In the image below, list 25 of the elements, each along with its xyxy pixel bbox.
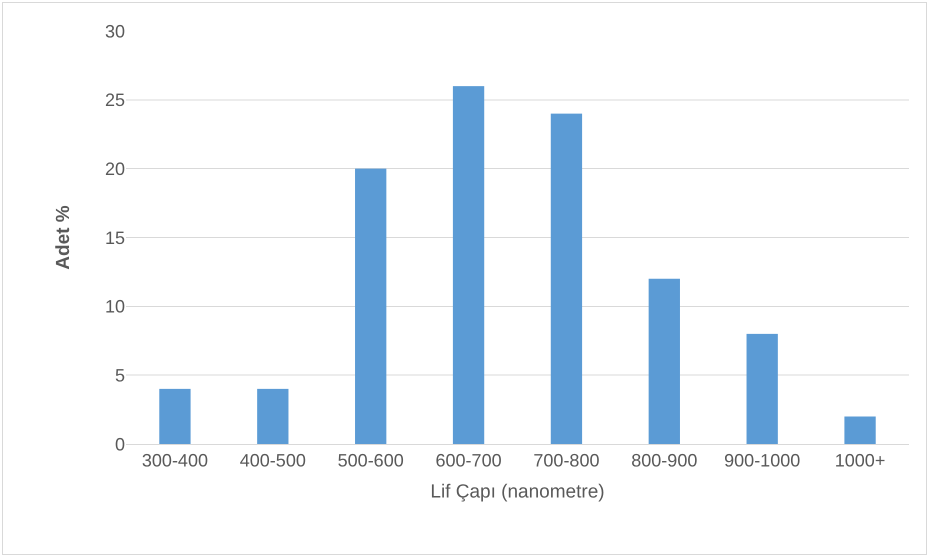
y-axis-title: Adet % bbox=[52, 205, 74, 270]
bar bbox=[844, 416, 876, 444]
y-tick-label: 20 bbox=[104, 158, 125, 179]
x-tick-label: 800-900 bbox=[631, 450, 698, 471]
x-tick-label: 600-700 bbox=[436, 450, 502, 471]
y-tick-label: 0 bbox=[114, 434, 125, 454]
bar bbox=[746, 334, 778, 444]
y-tick-label: 5 bbox=[114, 365, 125, 386]
y-tick-label: 30 bbox=[104, 21, 125, 42]
bar bbox=[452, 86, 484, 444]
x-tick-label: 700-800 bbox=[533, 450, 600, 471]
x-tick-label: 500-600 bbox=[338, 450, 404, 471]
x-tick-label: 400-500 bbox=[240, 450, 306, 471]
y-tick-label: 25 bbox=[104, 90, 125, 110]
x-axis-title: Lif Çapı (nanometre) bbox=[430, 481, 605, 502]
bar bbox=[355, 168, 386, 444]
bar bbox=[257, 388, 288, 444]
bar bbox=[648, 278, 680, 444]
y-tick-label: 15 bbox=[104, 228, 125, 248]
bar bbox=[550, 114, 582, 444]
y-tick-label: 10 bbox=[104, 296, 125, 317]
x-tick-label: 900-1000 bbox=[724, 450, 800, 471]
x-tick-label: 300-400 bbox=[142, 450, 208, 471]
x-tick-label: 1000+ bbox=[834, 450, 886, 471]
bar bbox=[159, 388, 191, 444]
